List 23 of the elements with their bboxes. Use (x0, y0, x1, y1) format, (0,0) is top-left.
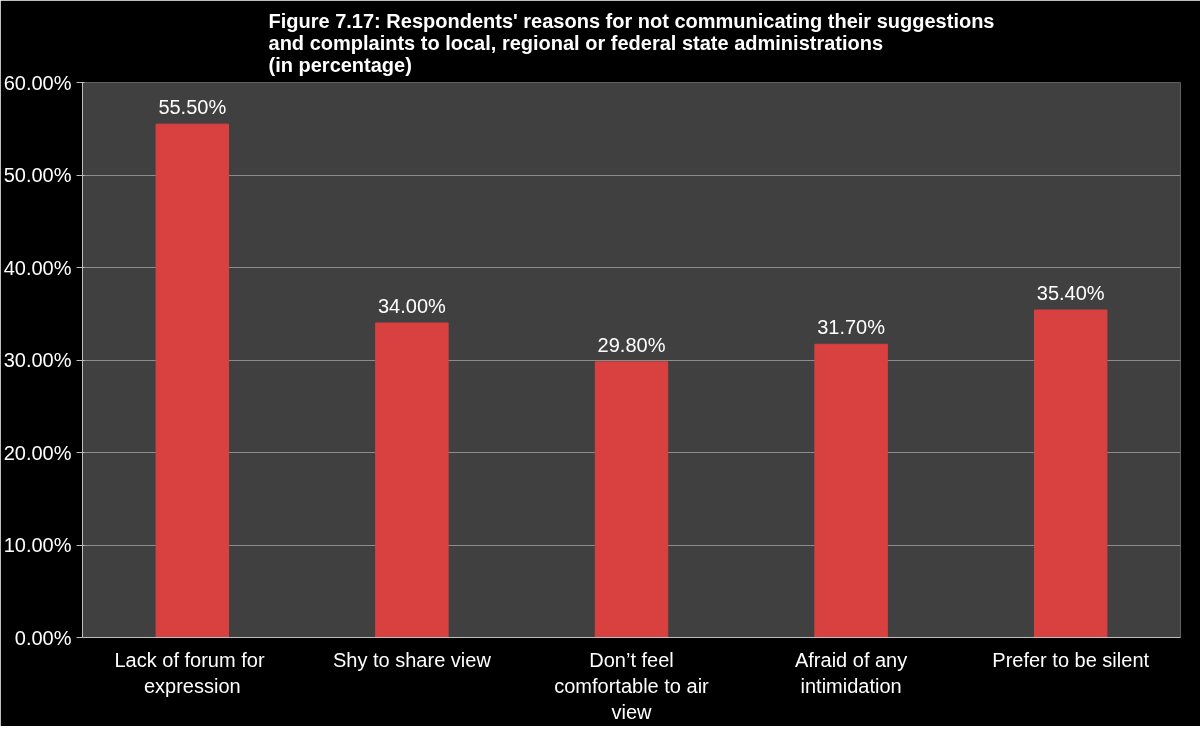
x-tick-label: Afraid of any intimidation (794, 648, 908, 697)
bar (594, 361, 669, 638)
y-tick-label: 50.00% (3, 164, 72, 186)
bar (375, 322, 449, 638)
data-label: 29.80% (597, 333, 666, 356)
x-tick-label: Lack of forum for expression (114, 648, 265, 697)
bar (814, 343, 888, 638)
data-label: 35.40% (1036, 282, 1105, 305)
y-tick-label: 60.00% (3, 71, 72, 94)
bar (1033, 309, 1108, 638)
data-label: 55.50% (158, 96, 227, 119)
y-tick-label: 30.00% (3, 349, 72, 371)
x-tick-label: Prefer to be silent (992, 648, 1150, 671)
y-tick-label: 40.00% (3, 256, 72, 279)
bar (155, 123, 230, 638)
data-label: 34.00% (377, 295, 447, 317)
data-label: 31.70% (817, 316, 886, 339)
chart-title: Figure 7.17: Respondents' reasons for not communicating their suggestions and complaints to local, regional or federal state administrations (in percentage) (268, 9, 995, 76)
y-tick-label: 10.00% (3, 534, 72, 556)
y-tick-label: 0.00% (14, 626, 72, 649)
x-tick-label: Don’t feel comfortable to air view (554, 648, 710, 724)
x-tick-label: Shy to share view (332, 648, 492, 671)
y-tick-label: 20.00% (3, 441, 72, 464)
